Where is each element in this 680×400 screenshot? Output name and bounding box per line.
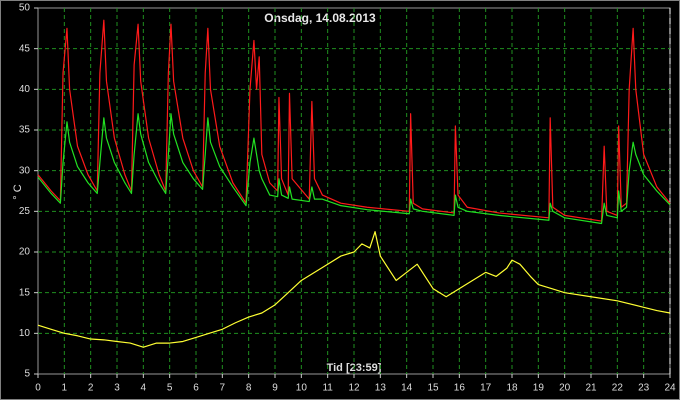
chart-title: Onsdag, 14.08.2013: [264, 11, 376, 25]
y-tick-label: 20: [19, 247, 31, 258]
y-tick-label: 35: [19, 125, 31, 136]
x-tick-label: 14: [401, 383, 413, 394]
x-tick-label: 6: [193, 383, 199, 394]
x-tick-label: 22: [612, 383, 624, 394]
series-line: [37, 231, 671, 348]
x-tick-label: 20: [559, 383, 571, 394]
x-tick-label: 17: [480, 383, 492, 394]
y-tick-label: 5: [24, 369, 30, 380]
y-tick-label: 15: [19, 287, 31, 298]
x-tick-label: 10: [296, 383, 308, 394]
x-tick-label: 4: [141, 383, 147, 394]
y-tick-label: 10: [19, 328, 31, 339]
x-tick-label: 1: [62, 383, 68, 394]
y-tick-label: 25: [19, 206, 31, 217]
x-tick-label: 23: [638, 383, 650, 394]
x-tick-label: 24: [664, 383, 676, 394]
y-tick-label: 45: [19, 43, 31, 54]
series-line: [37, 19, 671, 222]
x-tick-label: 3: [114, 383, 120, 394]
x-tick-label: 18: [506, 383, 518, 394]
y-tick-label: 40: [19, 84, 31, 95]
series-line: [37, 113, 671, 225]
x-tick-label: 16: [454, 383, 466, 394]
x-tick-label: 15: [427, 383, 439, 394]
x-tick-label: 13: [375, 383, 387, 394]
x-tick-label: 21: [585, 383, 597, 394]
x-tick-label: 11: [322, 383, 333, 394]
x-tick-label: 2: [88, 383, 94, 394]
x-tick-label: 0: [35, 383, 41, 394]
x-tick-label: 7: [220, 383, 226, 394]
x-tick-label: 19: [533, 383, 545, 394]
y-tick-label: 30: [19, 165, 31, 176]
x-tick-label: 12: [348, 383, 360, 394]
x-tick-label: 9: [272, 383, 278, 394]
y-axis-label: ° C: [12, 184, 24, 199]
x-tick-label: 5: [167, 383, 173, 394]
y-tick-label: 50: [19, 3, 31, 14]
x-tick-label: 8: [246, 383, 252, 394]
